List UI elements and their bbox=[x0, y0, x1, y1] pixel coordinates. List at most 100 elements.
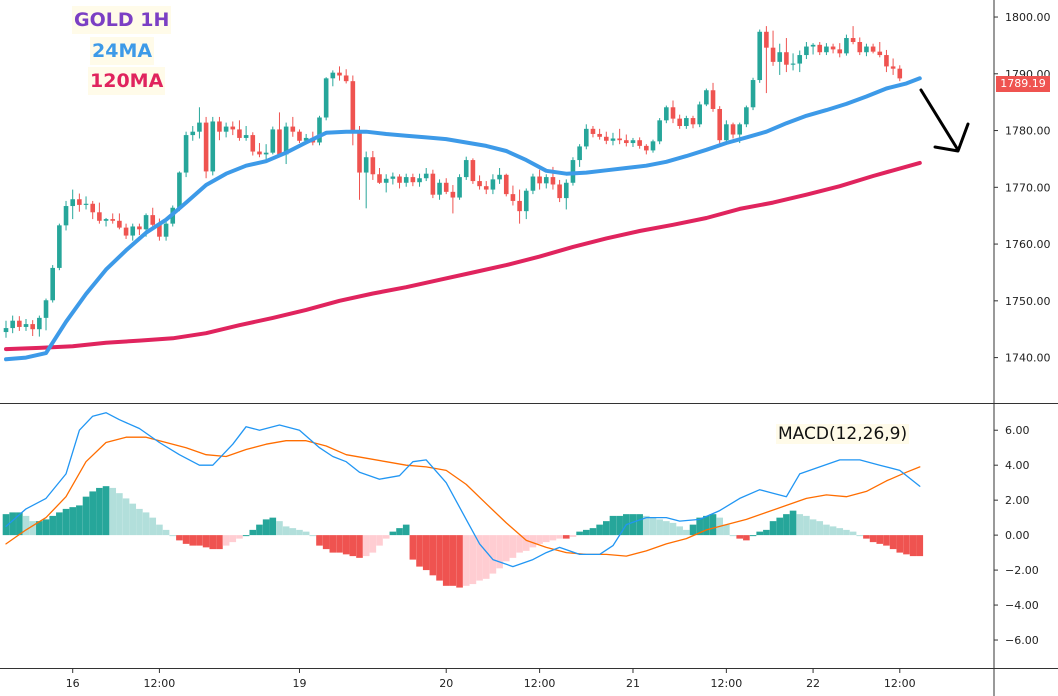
candle-body bbox=[844, 38, 849, 54]
candle-body bbox=[604, 136, 609, 141]
candle-body bbox=[550, 177, 556, 185]
candle-body bbox=[43, 300, 49, 318]
candle-body bbox=[890, 66, 896, 69]
price-tick-label: 1800.00 bbox=[1005, 11, 1051, 24]
macd-histogram-bar bbox=[176, 535, 183, 541]
macd-histogram-bar bbox=[789, 510, 797, 536]
macd-histogram-bar bbox=[396, 528, 403, 536]
macd-histogram-bar bbox=[509, 535, 517, 558]
macd-histogram-bar bbox=[676, 526, 683, 536]
macd-histogram-bar bbox=[42, 519, 50, 536]
candle-body bbox=[797, 55, 803, 64]
candle-body bbox=[684, 118, 689, 127]
candle-body bbox=[37, 317, 42, 330]
macd-histogram-bar bbox=[809, 519, 817, 536]
macd-histogram-bar bbox=[783, 514, 790, 536]
macd-histogram-bar bbox=[856, 535, 864, 537]
macd-histogram-bar bbox=[56, 512, 63, 536]
macd-histogram-bar bbox=[703, 515, 710, 536]
candle-body bbox=[497, 174, 502, 180]
candle-body bbox=[237, 129, 242, 138]
macd-histogram-bar bbox=[843, 529, 850, 536]
macd-histogram-bar bbox=[389, 531, 397, 536]
candle-body bbox=[110, 219, 116, 221]
candle-body bbox=[437, 182, 442, 195]
macd-histogram-bar bbox=[709, 514, 717, 536]
macd-histogram-bar bbox=[282, 526, 290, 536]
price-tick-label: 1760.00 bbox=[1005, 238, 1051, 251]
candle-body bbox=[557, 184, 562, 199]
candle-body bbox=[884, 55, 889, 67]
candle-body bbox=[597, 133, 602, 137]
macd-histogram-bar bbox=[756, 531, 764, 536]
macd-histogram-bar bbox=[609, 515, 617, 536]
candle-body bbox=[870, 46, 876, 52]
macd-histogram-bar bbox=[469, 535, 477, 585]
macd-histogram-bar bbox=[349, 535, 357, 557]
candle-body bbox=[57, 225, 62, 268]
macd-histogram-bar bbox=[136, 508, 143, 536]
candle-body bbox=[490, 179, 496, 190]
macd-histogram-bar bbox=[689, 524, 697, 536]
ma-fast-label: 24MA bbox=[90, 37, 155, 65]
price-tick-label: 1770.00 bbox=[1005, 181, 1051, 194]
macd-histogram-bar bbox=[462, 535, 470, 586]
candle-body bbox=[377, 174, 382, 183]
macd-histogram-bar bbox=[909, 535, 917, 557]
macd-tick-label: 2.00 bbox=[1005, 494, 1030, 507]
macd-histogram-bar bbox=[649, 517, 657, 536]
time-tick-label: 12:00 bbox=[711, 677, 743, 690]
candle-body bbox=[123, 227, 129, 236]
signal-line bbox=[5, 436, 921, 557]
macd-histogram-bar bbox=[436, 535, 443, 581]
candle-body bbox=[617, 138, 622, 141]
candle-body bbox=[897, 68, 903, 79]
candle-body bbox=[357, 131, 362, 173]
macd-histogram-bar bbox=[296, 529, 303, 536]
macd-histogram-bar bbox=[16, 512, 23, 536]
candle-body bbox=[724, 124, 729, 141]
macd-histogram-bar bbox=[636, 514, 643, 536]
candle-body bbox=[757, 31, 763, 81]
macd-histogram-bar bbox=[29, 521, 36, 536]
candle-body bbox=[190, 131, 196, 136]
macd-histogram-bar bbox=[589, 528, 597, 536]
candle-body bbox=[670, 107, 676, 119]
candle-body bbox=[417, 178, 422, 183]
macd-histogram-bar bbox=[736, 535, 743, 539]
candle-body bbox=[510, 194, 516, 201]
macd-panel bbox=[2, 412, 924, 588]
candle-body bbox=[477, 181, 482, 187]
candle-body bbox=[784, 52, 789, 65]
candle-body bbox=[330, 72, 336, 79]
candle-body bbox=[177, 172, 182, 208]
candle-body bbox=[403, 177, 409, 183]
candle-body bbox=[503, 174, 509, 195]
time-tick-label: 12:00 bbox=[884, 677, 916, 690]
macd-tick-label: −2.00 bbox=[1005, 564, 1039, 577]
candle-body bbox=[363, 157, 369, 173]
price-tick-label: 1750.00 bbox=[1005, 295, 1051, 308]
macd-histogram-bar bbox=[883, 535, 890, 546]
candle-body bbox=[323, 78, 329, 118]
macd-histogram-bar bbox=[82, 496, 90, 536]
candle-body bbox=[624, 140, 629, 144]
macd-histogram-bar bbox=[889, 535, 897, 550]
candle-body bbox=[337, 72, 342, 76]
macd-histogram-bar bbox=[356, 535, 363, 558]
macd-histogram-bar bbox=[829, 526, 837, 536]
candle-body bbox=[143, 215, 149, 230]
candle-body bbox=[63, 206, 69, 226]
candle-body bbox=[230, 126, 236, 130]
candle-body bbox=[710, 90, 716, 109]
candle-body bbox=[817, 44, 823, 53]
candle-body bbox=[350, 81, 356, 132]
candle-body bbox=[297, 131, 302, 141]
macd-histogram-bar bbox=[516, 535, 523, 553]
time-tick-label: 21 bbox=[626, 677, 640, 690]
macd-histogram-bar bbox=[456, 535, 463, 588]
macd-histogram-bar bbox=[369, 535, 377, 553]
candle-body bbox=[650, 141, 656, 151]
